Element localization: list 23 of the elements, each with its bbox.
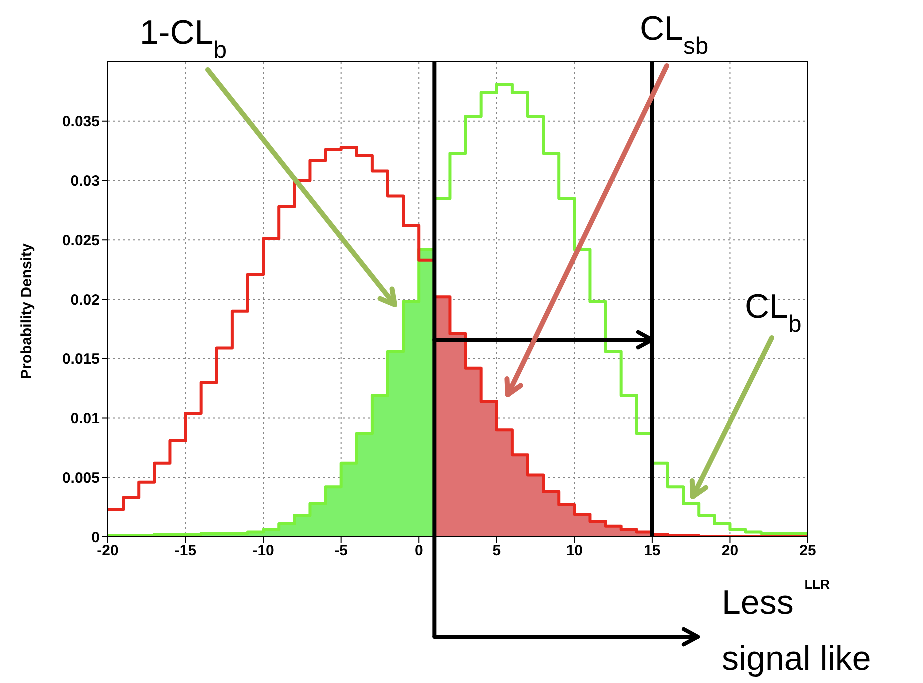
x-tick-label: -5	[334, 542, 348, 560]
y-axis-title: Probability Density	[18, 242, 36, 380]
y-tick-label: 0	[92, 529, 100, 546]
x-tick-label: 0	[414, 542, 424, 560]
x-tick-label: -10	[252, 542, 274, 560]
text: CL$_{sb}$	[640, 10, 709, 60]
x-tick-label: -20	[97, 542, 119, 560]
x-axis-title: LLR	[804, 577, 831, 592]
x-tick-label: -15	[174, 542, 197, 560]
y-tick-label: 0.02	[70, 292, 100, 309]
x-tick-label: 15	[644, 542, 661, 560]
annotation: CL$_{b}$	[745, 288, 802, 338]
x-tick-label: 5	[492, 542, 502, 560]
x-tick-label: 20	[722, 542, 739, 560]
y-tick-label: 0.035	[62, 114, 100, 131]
x-tick-label: 10	[566, 542, 584, 560]
y-tick-label: 0.03	[70, 173, 100, 190]
annotation: 1-CL$_{b}$	[140, 14, 227, 64]
y-tick-label: 0.015	[62, 351, 100, 368]
y-tick-label: 0.005	[62, 470, 100, 487]
y-tick-label: 0.01	[70, 410, 100, 428]
x-tick-label: 25	[800, 542, 816, 560]
y-tick-label: 0.025	[62, 232, 100, 250]
